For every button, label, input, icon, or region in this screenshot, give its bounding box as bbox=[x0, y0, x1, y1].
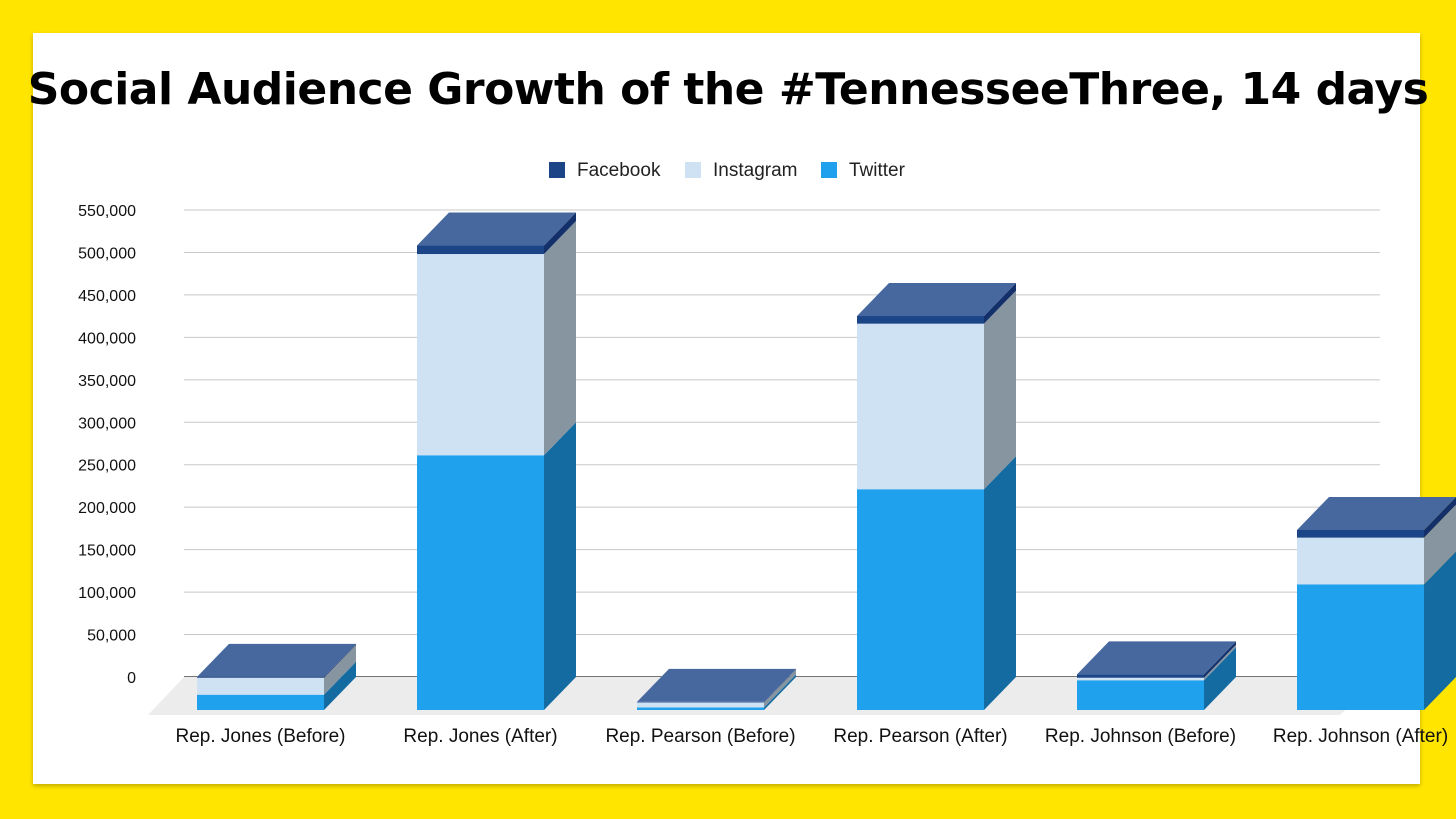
bar-segment-facebook bbox=[637, 701, 764, 703]
bar-segment-facebook bbox=[417, 245, 544, 255]
legend: Facebook Instagram Twitter bbox=[549, 160, 906, 181]
bar-segment-instagram bbox=[857, 323, 984, 490]
bar-stack bbox=[637, 668, 796, 710]
bar-segment-instagram bbox=[417, 254, 544, 456]
bar-side-instagram bbox=[544, 221, 576, 456]
bar-top bbox=[1297, 496, 1456, 530]
y-tick-label: 450,000 bbox=[78, 288, 136, 305]
bar-side-instagram bbox=[764, 669, 796, 708]
bar-top bbox=[1077, 641, 1236, 675]
bar-stack bbox=[197, 643, 356, 710]
bar-segment-twitter bbox=[637, 707, 764, 710]
bar-top bbox=[637, 668, 796, 702]
x-category-label: Rep. Jones (After) bbox=[403, 726, 557, 747]
bar-segment-instagram bbox=[1077, 677, 1204, 681]
bar-top bbox=[417, 212, 576, 246]
bar-side-twitter bbox=[1424, 551, 1456, 710]
bar-side-facebook bbox=[764, 668, 796, 703]
bar-side-instagram bbox=[1424, 504, 1456, 585]
bar-side-facebook bbox=[984, 283, 1016, 324]
bar-top bbox=[857, 283, 1016, 317]
y-tick-label: 250,000 bbox=[78, 458, 136, 475]
bar-segment-instagram bbox=[1297, 537, 1424, 585]
y-tick-label: 50,000 bbox=[87, 628, 136, 645]
bar-side-twitter bbox=[324, 661, 356, 710]
bar-segment-instagram bbox=[637, 702, 764, 708]
bar-side-instagram bbox=[324, 644, 356, 695]
bar-stack bbox=[1077, 641, 1236, 710]
bar-stack bbox=[1297, 496, 1456, 710]
y-axis-ticks: 0 50,000 100,000 150,000 200,000 250,000 300,0… bbox=[78, 203, 136, 687]
bar-side-facebook bbox=[1204, 641, 1236, 678]
y-tick-label: 0 bbox=[127, 670, 136, 687]
legend-label-twitter: Twitter bbox=[849, 160, 906, 181]
y-tick-label: 200,000 bbox=[78, 500, 136, 517]
bar-side-twitter bbox=[764, 674, 796, 710]
bar-segment-facebook bbox=[1077, 674, 1204, 678]
bar-side-twitter bbox=[1204, 647, 1236, 710]
bars bbox=[197, 212, 1456, 710]
x-category-label: Rep. Pearson (Before) bbox=[605, 726, 795, 747]
bar-segment-facebook bbox=[857, 316, 984, 324]
bar-stack bbox=[857, 283, 1016, 710]
gridlines bbox=[184, 209, 1380, 678]
bar-side-facebook bbox=[324, 643, 356, 678]
x-category-label: Rep. Johnson (After) bbox=[1273, 726, 1448, 747]
y-tick-label: 550,000 bbox=[78, 203, 136, 220]
y-tick-label: 100,000 bbox=[78, 585, 136, 602]
bar-side-facebook bbox=[1424, 496, 1456, 538]
bar-side-twitter bbox=[984, 456, 1016, 710]
bar-side-facebook bbox=[544, 212, 576, 255]
bar-segment-twitter bbox=[857, 489, 984, 710]
bar-segment-twitter bbox=[1077, 680, 1204, 710]
legend-label-facebook: Facebook bbox=[577, 160, 661, 181]
legend-swatch-facebook bbox=[549, 162, 565, 178]
legend-swatch-instagram bbox=[685, 162, 701, 178]
x-category-label: Rep. Pearson (After) bbox=[833, 726, 1007, 747]
bar-side-instagram bbox=[984, 290, 1016, 490]
y-tick-label: 150,000 bbox=[78, 543, 136, 560]
bar-segment-facebook bbox=[1297, 529, 1424, 538]
x-category-label: Rep. Jones (Before) bbox=[175, 726, 345, 747]
bar-segment-twitter bbox=[1297, 584, 1424, 710]
bar-side-instagram bbox=[1204, 644, 1236, 681]
chart-title: Social Audience Growth of the #Tennessee… bbox=[27, 64, 1429, 115]
bar-segment-instagram bbox=[197, 677, 324, 695]
category-labels: Rep. Jones (Before) Rep. Jones (After) Rep… bbox=[175, 726, 1448, 747]
bar-side-twitter bbox=[544, 422, 576, 710]
y-tick-label: 350,000 bbox=[78, 373, 136, 390]
y-tick-label: 500,000 bbox=[78, 245, 136, 262]
bar-segment-facebook bbox=[197, 676, 324, 678]
y-tick-label: 400,000 bbox=[78, 330, 136, 347]
x-category-label: Rep. Johnson (Before) bbox=[1045, 726, 1236, 747]
bar-top bbox=[197, 643, 356, 677]
legend-label-instagram: Instagram bbox=[713, 160, 797, 181]
legend-swatch-twitter bbox=[821, 162, 837, 178]
bar-segment-twitter bbox=[417, 455, 544, 710]
bar-segment-twitter bbox=[197, 694, 324, 710]
bar-stack bbox=[417, 212, 576, 710]
y-tick-label: 300,000 bbox=[78, 415, 136, 432]
